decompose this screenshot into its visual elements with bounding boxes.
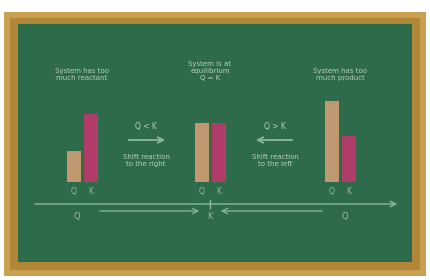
Text: Shift reaction
to the right: Shift reaction to the right (123, 154, 169, 167)
Bar (212, 123, 225, 182)
Text: Q: Q (74, 212, 80, 221)
Text: K: K (88, 187, 93, 196)
Bar (194, 123, 209, 182)
Text: System has too
much reactant: System has too much reactant (55, 68, 109, 81)
Text: System is at
equilibrium
Q = K: System is at equilibrium Q = K (188, 61, 231, 81)
Text: Q: Q (71, 187, 77, 196)
Text: Shift reaction
to the left: Shift reaction to the left (252, 154, 298, 167)
Text: Q: Q (342, 212, 348, 221)
Text: Q > K: Q > K (264, 123, 286, 132)
Bar (83, 114, 98, 182)
Text: K: K (216, 187, 221, 196)
Text: Q: Q (199, 187, 204, 196)
Text: K: K (207, 212, 213, 221)
Text: Q < K: Q < K (135, 123, 157, 132)
Bar (67, 151, 80, 182)
Bar (325, 101, 338, 182)
Bar (18, 24, 412, 262)
Text: Q: Q (329, 187, 335, 196)
Text: System has too
much product: System has too much product (313, 68, 367, 81)
Bar (341, 136, 356, 182)
Text: K: K (346, 187, 351, 196)
